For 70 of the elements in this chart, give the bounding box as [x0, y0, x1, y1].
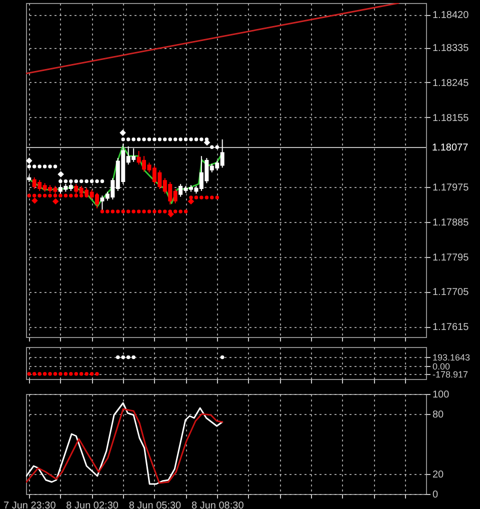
point: [142, 210, 146, 214]
point: [27, 164, 32, 168]
ref-line-label: 1.18077: [432, 142, 469, 154]
point: [116, 210, 120, 214]
point: [27, 194, 32, 198]
point: [147, 210, 152, 214]
point: [79, 179, 84, 184]
x-tick-label: 7 Jun 23:30: [4, 500, 56, 509]
point: [95, 179, 99, 184]
y-tick-label: 1.18245: [432, 78, 470, 89]
point: [204, 196, 209, 200]
point: [48, 194, 52, 198]
y-tick-label: 1.17885: [432, 217, 470, 228]
point: [32, 164, 36, 168]
point: [69, 179, 73, 184]
point: [74, 194, 78, 198]
point: [32, 194, 36, 198]
point: [74, 179, 78, 184]
y-tick-label: 80: [432, 410, 444, 420]
y-tick-label: 100: [432, 390, 450, 400]
point: [69, 194, 73, 198]
x-tick-label: 8 Jun 02:30: [66, 500, 119, 509]
point: [178, 210, 182, 214]
point: [152, 210, 156, 214]
y-tick-label: 1.18335: [432, 43, 470, 54]
y-tick-label: 1.17705: [432, 287, 470, 298]
point: [38, 194, 42, 198]
point: [106, 210, 110, 214]
point: [64, 179, 68, 184]
point: [215, 196, 219, 200]
point: [42, 194, 47, 198]
y-tick-label: 1.18155: [432, 112, 470, 124]
point: [84, 179, 88, 184]
point: [136, 210, 141, 214]
point: [184, 210, 188, 214]
point: [194, 196, 198, 200]
y-tick-label: 193.1643: [432, 352, 470, 363]
point: [158, 210, 162, 214]
point: [90, 179, 94, 184]
point: [64, 194, 68, 198]
y-tick-label: 1.17975: [432, 182, 470, 194]
point: [210, 196, 214, 200]
point: [58, 194, 62, 198]
y-tick-label: 0.00: [432, 361, 450, 372]
point: [200, 196, 204, 200]
y-tick-label: 1.17615: [432, 322, 470, 334]
point: [79, 194, 84, 198]
point: [189, 196, 193, 200]
point: [58, 179, 62, 184]
point: [132, 210, 136, 214]
x-tick-label: 8 Jun 08:30: [191, 500, 244, 509]
point: [42, 164, 47, 168]
point: [173, 210, 178, 214]
point: [126, 210, 130, 214]
point: [163, 210, 167, 214]
point: [110, 210, 115, 214]
y-tick-label: 20: [432, 470, 444, 480]
point: [53, 164, 58, 168]
point: [48, 164, 52, 168]
y-tick-label: -178.917: [432, 369, 468, 380]
point: [100, 210, 104, 214]
point: [121, 210, 125, 214]
x-tick-label: 8 Jun 05:30: [128, 500, 182, 509]
point: [53, 194, 58, 198]
point: [38, 164, 42, 168]
y-tick-label: 1.17795: [432, 252, 470, 264]
point: [100, 179, 104, 184]
y-tick-label: 1.18420: [432, 10, 470, 22]
point: [26, 158, 32, 164]
y-tick-label: 0: [432, 490, 438, 500]
